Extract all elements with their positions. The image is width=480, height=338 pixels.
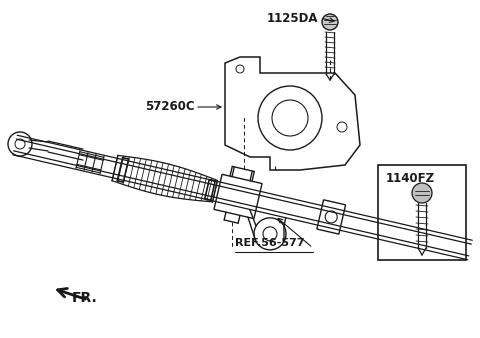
Text: 1140FZ: 1140FZ [386, 172, 435, 186]
Text: 1125DA: 1125DA [266, 11, 318, 24]
Circle shape [412, 183, 432, 203]
Text: FR.: FR. [72, 291, 98, 305]
Text: 57260C: 57260C [145, 100, 195, 114]
Text: REF.56-577: REF.56-577 [235, 238, 304, 248]
Bar [378, 165, 466, 260]
Circle shape [322, 14, 338, 30]
